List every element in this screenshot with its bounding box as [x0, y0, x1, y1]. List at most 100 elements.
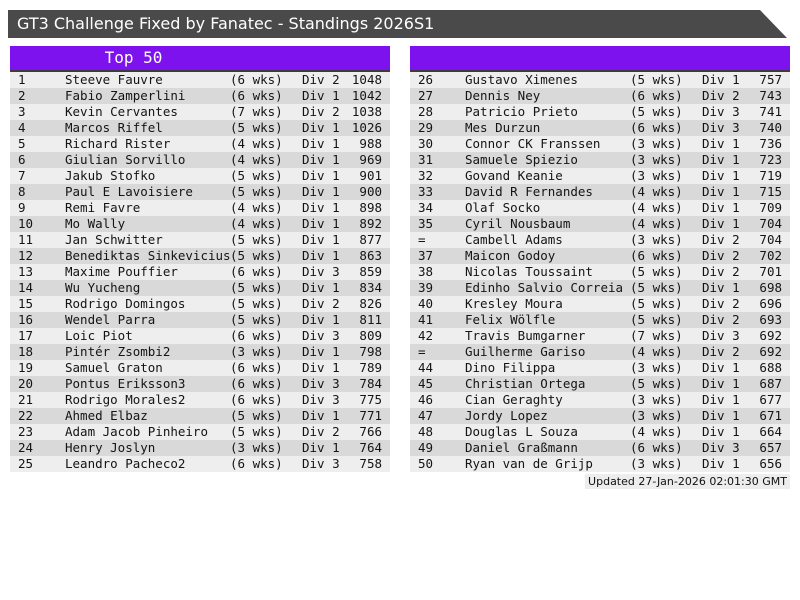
driver-name-cell: Marcos Riffel	[65, 120, 163, 135]
driver-name-cell: Samuele Spiezio	[465, 152, 578, 167]
standings-row: 45 Christian Ortega (5 wks) Div 1 687	[410, 376, 790, 392]
standings-row: 30 Connor CK Franssen (3 wks) Div 1 736	[410, 136, 790, 152]
rank-cell: 25	[18, 456, 34, 471]
points-cell: 656	[759, 456, 782, 471]
division-cell: Div 1	[302, 312, 340, 327]
driver-name-cell: Patricio Prieto	[465, 104, 578, 119]
points-cell: 863	[359, 248, 382, 263]
rank-cell: 41	[418, 312, 434, 327]
division-cell: Div 1	[302, 168, 340, 183]
driver-name-cell: Pontus Eriksson3	[65, 376, 186, 391]
weeks-cell: (5 wks)	[230, 296, 283, 311]
points-cell: 1038	[351, 104, 382, 119]
driver-name-cell: Felix Wölfle	[465, 312, 556, 327]
standings-row: 5 Richard Rister (4 wks) Div 1 988	[10, 136, 390, 152]
standings-row: 28 Patricio Prieto (5 wks) Div 3 741	[410, 104, 790, 120]
driver-name-cell: David R Fernandes	[465, 184, 593, 199]
rank-cell: 45	[418, 376, 434, 391]
standings-row: 48 Douglas L Souza (4 wks) Div 1 664	[410, 424, 790, 440]
standings-row: 12 Benediktas Sinkevicius (5 wks) Div 1 863	[10, 248, 390, 264]
rank-cell: 47	[418, 408, 434, 423]
rank-cell: 33	[418, 184, 434, 199]
driver-name-cell: Dennis Ney	[465, 88, 541, 103]
standings-row: = Guilherme Gariso (4 wks) Div 2 692	[410, 344, 790, 360]
points-cell: 692	[759, 344, 782, 359]
division-cell: Div 1	[302, 232, 340, 247]
points-cell: 741	[759, 104, 782, 119]
rank-cell: 12	[18, 248, 34, 263]
division-cell: Div 1	[702, 72, 740, 87]
points-cell: 766	[359, 424, 382, 439]
driver-name-cell: Maxime Pouffier	[65, 264, 178, 279]
rank-cell: 3	[18, 104, 26, 119]
division-cell: Div 1	[702, 152, 740, 167]
driver-name-cell: Maicon Godoy	[465, 248, 556, 263]
division-cell: Div 1	[702, 408, 740, 423]
driver-name-cell: Kevin Cervantes	[65, 104, 178, 119]
division-cell: Div 1	[702, 392, 740, 407]
standings-row: 41 Felix Wölfle (5 wks) Div 2 693	[410, 312, 790, 328]
panel-header-left-label: Top 50	[104, 48, 163, 67]
driver-name-cell: Steeve Fauvre	[65, 72, 163, 87]
rank-cell: 17	[18, 328, 34, 343]
driver-name-cell: Travis Bumgarner	[465, 328, 586, 343]
division-cell: Div 2	[302, 104, 340, 119]
driver-name-cell: Kresley Moura	[465, 296, 563, 311]
weeks-cell: (4 wks)	[630, 216, 683, 231]
points-cell: 834	[359, 280, 382, 295]
points-cell: 901	[359, 168, 382, 183]
points-cell: 696	[759, 296, 782, 311]
points-cell: 687	[759, 376, 782, 391]
points-cell: 709	[759, 200, 782, 215]
weeks-cell: (5 wks)	[630, 312, 683, 327]
weeks-cell: (4 wks)	[630, 184, 683, 199]
weeks-cell: (4 wks)	[630, 200, 683, 215]
weeks-cell: (6 wks)	[630, 120, 683, 135]
driver-name-cell: Samuel Graton	[65, 360, 163, 375]
division-cell: Div 2	[702, 248, 740, 263]
rank-cell: 34	[418, 200, 434, 215]
driver-name-cell: Remi Favre	[65, 200, 141, 215]
weeks-cell: (5 wks)	[630, 280, 683, 295]
points-cell: 758	[359, 456, 382, 471]
division-cell: Div 1	[302, 440, 340, 455]
rank-cell: 38	[418, 264, 434, 279]
rank-cell: 13	[18, 264, 34, 279]
points-cell: 859	[359, 264, 382, 279]
division-cell: Div 1	[702, 168, 740, 183]
weeks-cell: (6 wks)	[230, 328, 283, 343]
points-cell: 1048	[351, 72, 382, 87]
driver-name-cell: Jakub Stofko	[65, 168, 156, 183]
division-cell: Div 1	[702, 424, 740, 439]
points-cell: 898	[359, 200, 382, 215]
standings-row: 40 Kresley Moura (5 wks) Div 2 696	[410, 296, 790, 312]
rank-cell: 11	[18, 232, 34, 247]
rank-cell: 30	[418, 136, 434, 151]
weeks-cell: (5 wks)	[630, 264, 683, 279]
driver-name-cell: Pintér Zsombi2	[65, 344, 171, 359]
points-cell: 702	[759, 248, 782, 263]
standings-row: 15 Rodrigo Domingos (5 wks) Div 2 826	[10, 296, 390, 312]
division-cell: Div 2	[702, 312, 740, 327]
weeks-cell: (5 wks)	[630, 376, 683, 391]
driver-name-cell: Guilherme Gariso	[465, 344, 586, 359]
points-cell: 701	[759, 264, 782, 279]
weeks-cell: (5 wks)	[230, 280, 283, 295]
driver-name-cell: Leandro Pacheco2	[65, 456, 186, 471]
weeks-cell: (3 wks)	[630, 408, 683, 423]
rank-cell: 14	[18, 280, 34, 295]
division-cell: Div 2	[702, 88, 740, 103]
points-cell: 757	[759, 72, 782, 87]
driver-name-cell: Edinho Salvio Correia	[465, 280, 624, 295]
standings-row: 33 David R Fernandes (4 wks) Div 1 715	[410, 184, 790, 200]
panel-header-left: Top 50	[10, 46, 390, 72]
rank-cell: 7	[18, 168, 26, 183]
rank-cell: 9	[18, 200, 26, 215]
weeks-cell: (6 wks)	[230, 88, 283, 103]
weeks-cell: (5 wks)	[630, 72, 683, 87]
standings-row: 1 Steeve Fauvre (6 wks) Div 2 1048	[10, 72, 390, 88]
points-cell: 664	[759, 424, 782, 439]
driver-name-cell: Henry Joslyn	[65, 440, 156, 455]
driver-name-cell: Dino Filippa	[465, 360, 556, 375]
rank-cell: 19	[18, 360, 34, 375]
